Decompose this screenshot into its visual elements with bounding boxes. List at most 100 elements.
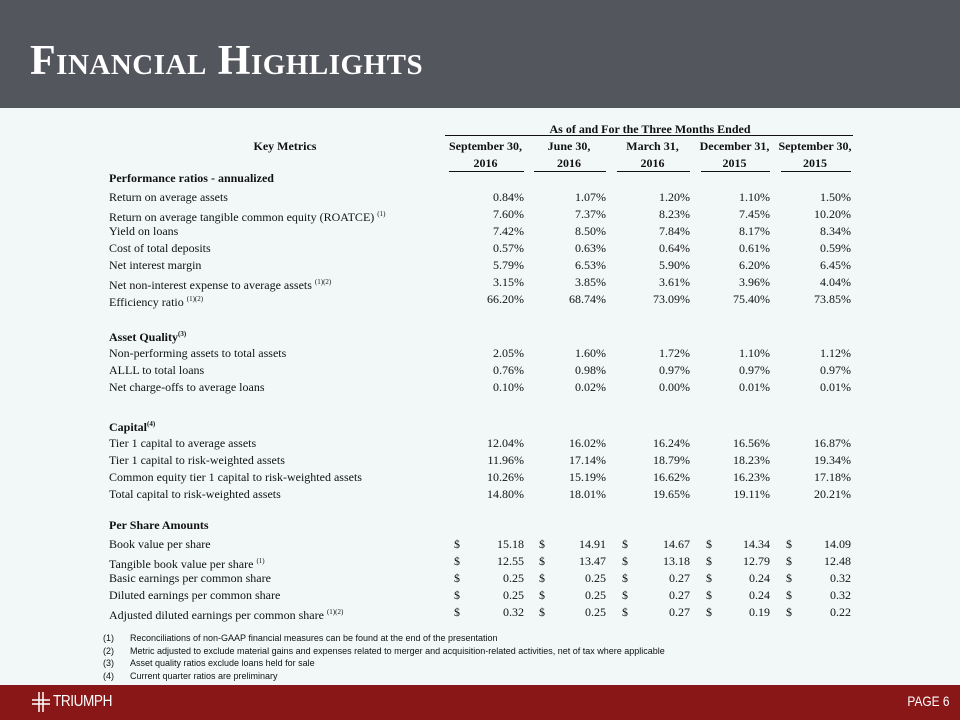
cell-value: 20.21% [814, 487, 851, 501]
row-label: Yield on loans [109, 224, 178, 238]
table-row: Adjusted diluted earnings per common sha… [0, 605, 960, 622]
cell-value: 1.50% [820, 190, 851, 204]
cell-value: 0.25 [503, 588, 524, 602]
column-underline [534, 171, 606, 172]
row-label: Return on average assets [109, 190, 228, 204]
cell-value: 0.25 [585, 605, 606, 619]
cell-value: 0.98% [575, 363, 606, 377]
table-row: Diluted earnings per common share $0.25 $0… [0, 588, 960, 605]
currency-symbol: $ [539, 605, 545, 619]
table-row: Efficiency ratio (1)(2) 66.20% 68.74% 73.09… [0, 292, 960, 309]
cell-value: 6.53% [575, 258, 606, 272]
row-label: Efficiency ratio (1)(2) [109, 292, 203, 309]
cell-value: 16.23% [733, 470, 770, 484]
cell-value: 16.87% [814, 436, 851, 450]
cell-value: 7.84% [659, 224, 690, 238]
cell-value: 16.24% [653, 436, 690, 450]
column-underline [701, 171, 770, 172]
key-metrics-header: Key Metrics [253, 139, 317, 153]
footnote-number: (2) [103, 645, 114, 656]
cell-value: 11.96% [487, 453, 524, 467]
row-label-text: Non-performing assets to total assets [109, 346, 287, 360]
cell-value: 16.62% [653, 470, 690, 484]
cell-value: 14.67 [663, 537, 690, 551]
row-label: Adjusted diluted earnings per common sha… [109, 605, 343, 622]
row-label-text: Book value per share [109, 537, 211, 551]
row-label-text: Net interest margin [109, 258, 202, 272]
table-row: Cost of total deposits 0.57% 0.63% 0.64% 0.6… [0, 241, 960, 258]
column-header-year: 2016 [557, 156, 581, 170]
cell-value: 68.74% [569, 292, 606, 306]
column-header-year: 2016 [640, 156, 665, 170]
cell-value: 1.12% [820, 346, 851, 360]
row-label: Net interest margin [109, 258, 201, 272]
table-row: Tangible book value per share (1) $12.55 $… [0, 554, 960, 571]
cell-value: 19.34% [814, 453, 851, 467]
cell-value: 19.11% [733, 487, 770, 501]
cell-value: 0.63% [575, 241, 606, 255]
table-row: Total capital to risk-weighted assets 14.… [0, 487, 960, 504]
footer-bar: TRIUMPH PAGE 6 [0, 685, 960, 720]
cell-value: 0.61% [739, 241, 770, 255]
currency-symbol: $ [454, 605, 460, 619]
cell-value: 13.47 [579, 554, 606, 568]
cell-value: 1.10% [739, 190, 770, 204]
row-label-text: Common equity tier 1 capital to risk-wei… [109, 470, 362, 484]
cell-value: 0.97% [739, 363, 770, 377]
cell-value: 6.20% [739, 258, 770, 272]
table-row: Tier 1 capital to risk-weighted assets 11… [0, 453, 960, 470]
cell-value: 0.24 [749, 588, 770, 602]
currency-symbol: $ [706, 605, 712, 619]
footnote-text: Reconciliations of non-GAAP financial me… [130, 633, 498, 643]
cell-value: 19.65% [653, 487, 690, 501]
currency-symbol: $ [622, 571, 628, 585]
cell-value: 1.72% [659, 346, 690, 360]
cell-value: 0.27 [669, 605, 690, 619]
column-header-year: 2016 [473, 156, 498, 170]
row-label-text: Net non-interest expense to average asse… [109, 278, 312, 292]
column-underline [449, 171, 524, 172]
footnote-ref: (1) [256, 557, 265, 565]
currency-symbol: $ [786, 554, 792, 568]
footnote-text: Metric adjusted to exclude material gain… [130, 645, 665, 656]
row-label-text: Cost of total deposits [109, 241, 211, 255]
cell-value: 17.18% [814, 470, 851, 484]
currency-symbol: $ [706, 554, 712, 568]
cell-value: 0.64% [659, 241, 690, 255]
cell-value: 14.09 [824, 537, 851, 551]
cell-value: 0.25 [503, 571, 524, 585]
row-label-text: Return on average assets [109, 190, 228, 204]
footnote-number: (4) [103, 671, 114, 682]
cell-value: 6.45% [820, 258, 851, 272]
section-title: Performance ratios - annualized [109, 171, 274, 185]
section-title-text: Per Share Amounts [109, 518, 209, 532]
cell-value: 8.34% [820, 224, 851, 238]
currency-symbol: $ [539, 554, 545, 568]
cell-value: 0.24 [749, 571, 770, 585]
row-label: Basic earnings per common share [109, 571, 271, 585]
footnote-ref: (1)(2) [314, 278, 332, 286]
row-label-text: Net charge-offs to average loans [109, 380, 265, 394]
cell-value: 15.18 [497, 537, 524, 551]
column-header-date: June 30, [547, 139, 591, 153]
table-row: Return on average assets 0.84% 1.07% 1.20% 1… [0, 190, 960, 207]
logo-text: TRIUMPH [53, 693, 112, 710]
cell-value: 0.25 [585, 571, 606, 585]
footnote-ref: (1) [377, 210, 386, 218]
cell-value: 4.04% [820, 275, 851, 289]
cell-value: 0.19 [749, 605, 770, 619]
row-label-text: Yield on loans [109, 224, 179, 238]
cell-value: 7.42% [493, 224, 524, 238]
cell-value: 1.10% [739, 346, 770, 360]
cell-value: 8.50% [575, 224, 606, 238]
cell-value: 0.22 [830, 605, 851, 619]
footnote-ref: (3) [178, 330, 187, 338]
cell-value: 12.55 [497, 554, 524, 568]
table-row: Common equity tier 1 capital to risk-wei… [0, 470, 960, 487]
currency-symbol: $ [454, 571, 460, 585]
row-label: Return on average tangible common equity… [109, 207, 385, 224]
row-label-text: Tier 1 capital to average assets [109, 436, 257, 450]
row-label-text: Tangible book value per share [109, 557, 254, 571]
cell-value: 0.00% [659, 380, 690, 394]
column-header-date: March 31, [626, 139, 679, 153]
